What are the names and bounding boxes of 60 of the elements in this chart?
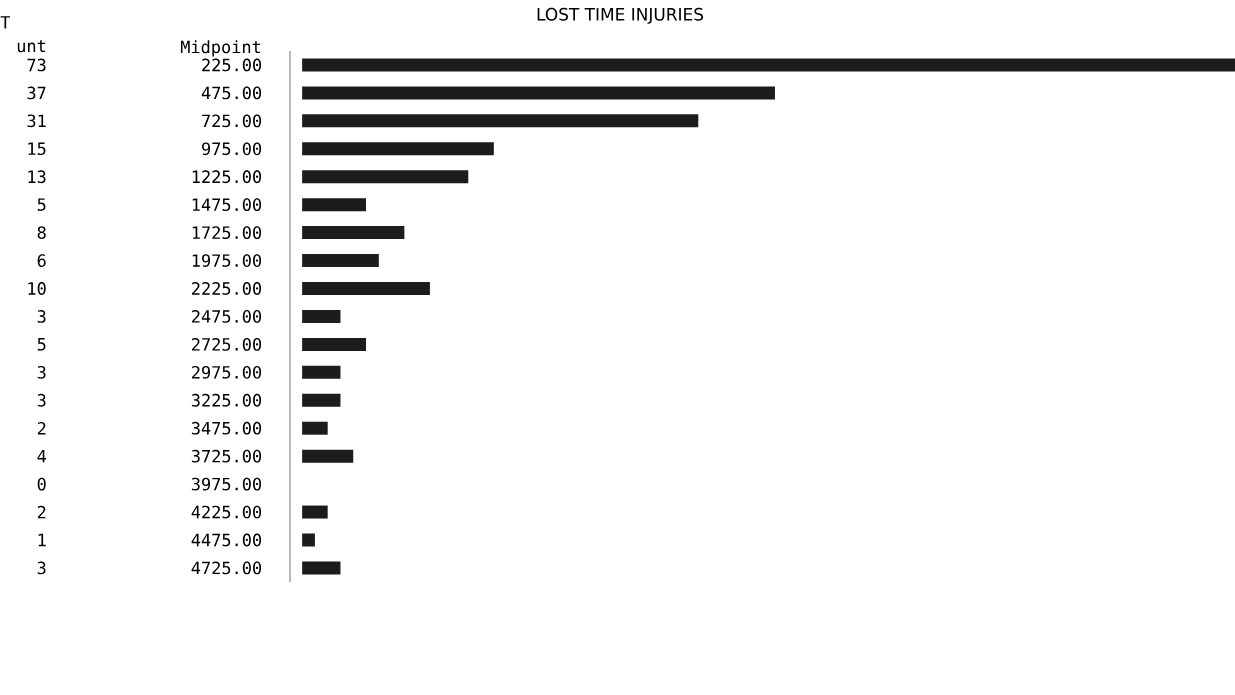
y-tick-label: 2475.00	[192, 310, 262, 323]
data-label: 4	[37, 449, 46, 463]
bar	[302, 505, 328, 519]
y-tick-label: 975.00	[202, 142, 262, 156]
y-tick-label: 475.00	[201, 86, 262, 100]
bar	[302, 421, 328, 435]
data-label: 2	[37, 421, 46, 435]
bar	[302, 58, 1235, 72]
bar	[302, 254, 379, 268]
bar	[302, 170, 469, 184]
text: T	[0, 16, 11, 29]
y-tick-label: 2225.00	[192, 282, 262, 295]
bar	[302, 337, 367, 351]
bar	[302, 282, 430, 296]
y-tick-label: 4225.00	[191, 505, 262, 519]
y-tick-label: 225.00	[202, 58, 262, 72]
y-tick-label: 3975.00	[191, 477, 262, 491]
y-tick-label: 1475.00	[192, 198, 262, 212]
data-label: 3	[37, 310, 46, 323]
data-label: 37	[27, 86, 46, 100]
data-label: 10	[28, 282, 46, 295]
bar	[302, 86, 775, 100]
data-label: 3	[37, 365, 46, 379]
chart-title: LOST TIME INJURIES	[537, 7, 704, 24]
bar	[302, 393, 341, 407]
data-label: 5	[37, 338, 46, 351]
data-label: 2	[37, 505, 46, 519]
bar	[302, 309, 341, 323]
y-tick-label: 3475.00	[191, 421, 262, 435]
text: unt	[17, 40, 46, 53]
y-tick-label: 2725.00	[192, 337, 262, 351]
bar	[302, 198, 367, 212]
data-label: 0	[37, 477, 46, 491]
y-tick-label: 3725.00	[191, 449, 262, 463]
bar	[302, 142, 494, 156]
bar	[302, 114, 699, 128]
data-label: 15	[28, 142, 46, 156]
y-tick-label: 4475.00	[191, 533, 262, 547]
bar	[302, 533, 315, 547]
data-label: 31	[27, 114, 46, 128]
data-label: 13	[28, 170, 46, 184]
data-label: 6	[37, 254, 46, 267]
bar	[302, 561, 341, 575]
y-tick-label: 1975.00	[192, 254, 262, 267]
y-tick-label: 4725.00	[191, 561, 262, 575]
data-label: 3	[37, 561, 46, 575]
bar	[302, 449, 354, 463]
data-label: 73	[27, 58, 46, 72]
bar	[302, 226, 405, 240]
data-label: 1	[38, 533, 46, 547]
y-axis-title: Midpoint	[180, 40, 261, 57]
y-tick-label: 725.00	[202, 114, 262, 128]
data-label: 3	[37, 393, 46, 407]
bar	[302, 365, 341, 379]
y-tick-label: 1225.00	[192, 170, 262, 184]
y-tick-label: 3225.00	[191, 393, 262, 407]
data-label: 5	[37, 198, 46, 211]
y-tick-label: 2975.00	[192, 365, 262, 379]
data-label: 8	[37, 226, 46, 240]
y-tick-label: 1725.00	[192, 226, 262, 240]
